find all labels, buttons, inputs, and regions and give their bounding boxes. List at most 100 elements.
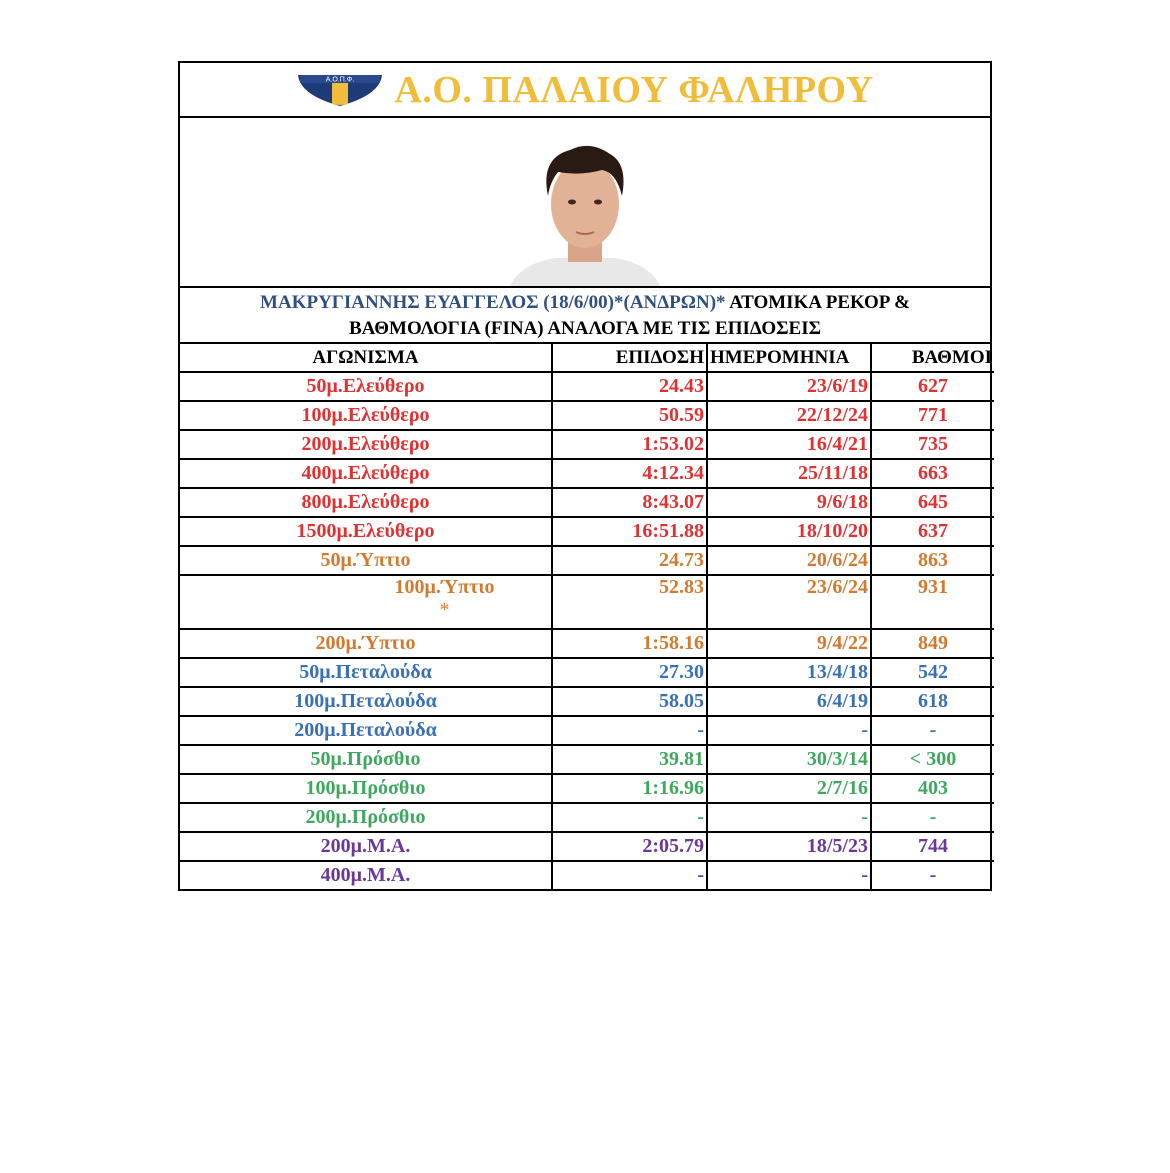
event-cell-text: 200μ.Μ.Α. [320, 835, 411, 857]
table-row: 200μ.Μ.Α. 2:05.79 18/5/23 744 [180, 831, 994, 862]
date-cell: 18/10/20 [706, 516, 872, 547]
club-name: Α.Ο. ΠΑΛΑΙΟΥ ΦΑΛΗΡΟΥ [394, 68, 874, 111]
points-cell-text: 542 [918, 661, 948, 683]
event-cell-text: 200μ.Πεταλούδα [294, 719, 437, 741]
table-row: 100μ.Ύπτιο * 52.83 23/6/24 931 [180, 574, 994, 630]
date-cell-text: - [861, 806, 868, 828]
points-cell: - [870, 860, 994, 889]
date-cell-text: 18/10/20 [796, 520, 868, 542]
event-cell-text: 400μ.Ελεύθερο [301, 462, 430, 484]
date-cell: 16/4/21 [706, 429, 872, 460]
event-cell: 50μ.Ελεύθερο [180, 371, 553, 402]
date-cell-text: 13/4/18 [806, 661, 868, 683]
date-cell: 23/6/24 [706, 574, 872, 630]
event-cell: 1500μ.Ελεύθερο [180, 516, 553, 547]
time-cell: - [551, 715, 708, 746]
event-cell: 400μ.Ελεύθερο [180, 458, 553, 489]
club-logo-icon: Α.Ο.Π.Φ. [298, 74, 383, 106]
table-row: 100μ.Πεταλούδα 58.05 6/4/19 618 [180, 686, 994, 717]
date-cell-text: 22/12/24 [796, 404, 868, 426]
time-cell-text: - [697, 719, 704, 741]
points-cell: 645 [870, 487, 994, 518]
time-cell-text: 39.81 [659, 748, 704, 770]
table-row: 400μ.Μ.Α. - - - [180, 860, 994, 889]
event-cell-text: 50μ.Πρόσθιο [310, 748, 421, 770]
table-row: 200μ.Πρόσθιο - - - [180, 802, 994, 833]
points-cell: 771 [870, 400, 994, 431]
heading-line2: ΒΑΘΜΟΛΟΓΙΑ (FINA) ΑΝΑΛΟΓΑ ΜΕ ΤΙΣ ΕΠΙΔΟΣΕ… [348, 318, 822, 339]
time-cell: 50.59 [551, 400, 708, 431]
table-row: 50μ.Ύπτιο 24.73 20/6/24 863 [180, 545, 994, 576]
date-cell: 6/4/19 [706, 686, 872, 717]
points-cell: < 300 [870, 744, 994, 775]
column-header-date: ΗΜΕΡΟΜΗΝΙΑ [706, 344, 872, 373]
event-cell: 50μ.Πρόσθιο [180, 744, 553, 775]
date-cell-text: 25/11/18 [797, 462, 868, 484]
event-cell-text: 100μ.Πρόσθιο [305, 777, 426, 799]
table-row: 1500μ.Ελεύθερο 16:51.88 18/10/20 637 [180, 516, 994, 547]
points-cell-text: 863 [918, 549, 948, 571]
event-cell-text: 200μ.Ύπτιο [315, 632, 416, 654]
athlete-photo-row [180, 118, 990, 288]
points-cell: 931 [870, 574, 994, 630]
time-cell: 52.83 [551, 574, 708, 630]
column-header-points: ΒΑΘΜΟΙ [870, 344, 994, 373]
time-cell-text: - [697, 806, 704, 828]
event-cell-text: 50μ.Πεταλούδα [299, 661, 432, 683]
event-note: * [439, 599, 450, 621]
date-cell-text: 2/7/16 [816, 777, 868, 799]
table-row: 200μ.Ελεύθερο 1:53.02 16/4/21 735 [180, 429, 994, 460]
date-cell-text: 23/6/24 [806, 576, 868, 598]
records-table: ΑΓΩΝΙΣΜΑ ΕΠΙΔΟΣΗ ΗΜΕΡΟΜΗΝΙΑ ΒΑΘΜΟΙ 50μ.Ε… [180, 344, 994, 889]
event-cell-text: 200μ.Πρόσθιο [305, 806, 426, 828]
points-cell: 849 [870, 628, 994, 659]
time-cell: 8:43.07 [551, 487, 708, 518]
date-cell: - [706, 715, 872, 746]
date-cell-text: 6/4/19 [816, 690, 868, 712]
time-cell-text: 8:43.07 [642, 491, 704, 513]
time-cell-text: - [697, 864, 704, 886]
date-cell: - [706, 802, 872, 833]
event-cell: 100μ.Πρόσθιο [180, 773, 553, 804]
points-cell: 637 [870, 516, 994, 547]
event-cell: 200μ.Ύπτιο [180, 628, 553, 659]
date-cell: 30/3/14 [706, 744, 872, 775]
svg-text:Α.Ο.Π.Φ.: Α.Ο.Π.Φ. [326, 76, 355, 83]
time-cell-text: 4:12.34 [642, 462, 704, 484]
time-cell-text: 1:58.16 [642, 632, 704, 654]
points-cell-text: 403 [918, 777, 948, 799]
points-cell-text: 744 [918, 835, 948, 857]
time-cell: - [551, 802, 708, 833]
column-header-time: ΕΠΙΔΟΣΗ [551, 344, 708, 373]
time-cell-text: 24.43 [659, 375, 704, 397]
date-cell-text: 18/5/23 [806, 835, 868, 857]
date-cell-text: 20/6/24 [806, 549, 868, 571]
event-cell: 800μ.Ελεύθερο [180, 487, 553, 518]
event-cell: 100μ.Ύπτιο * [180, 574, 553, 630]
date-cell-text: 30/3/14 [806, 748, 868, 770]
date-cell: 9/6/18 [706, 487, 872, 518]
event-cell: 400μ.Μ.Α. [180, 860, 553, 889]
date-cell-text: 23/6/19 [806, 375, 868, 397]
points-cell-text: 637 [918, 520, 948, 542]
date-cell: - [706, 860, 872, 889]
event-cell: 200μ.Μ.Α. [180, 831, 553, 862]
column-header-event: ΑΓΩΝΙΣΜΑ [180, 344, 553, 373]
points-cell: 663 [870, 458, 994, 489]
event-cell: 50μ.Ύπτιο [180, 545, 553, 576]
date-cell-text: - [861, 719, 868, 741]
date-cell: 9/4/22 [706, 628, 872, 659]
event-cell: 100μ.Πεταλούδα [180, 686, 553, 717]
date-cell-text: 16/4/21 [806, 433, 868, 455]
time-cell: 1:53.02 [551, 429, 708, 460]
date-cell-text: 9/4/22 [816, 632, 868, 654]
time-cell: 1:58.16 [551, 628, 708, 659]
athlete-photo [510, 145, 660, 286]
time-cell: 39.81 [551, 744, 708, 775]
points-cell: - [870, 715, 994, 746]
event-cell: 100μ.Ελεύθερο [180, 400, 553, 431]
points-cell-text: 849 [918, 632, 948, 654]
table-row: 800μ.Ελεύθερο 8:43.07 9/6/18 645 [180, 487, 994, 518]
club-header: Α.Ο.Π.Φ. Α.Ο. ΠΑΛΑΙΟΥ ΦΑΛΗΡΟΥ [180, 63, 990, 118]
points-cell: 403 [870, 773, 994, 804]
